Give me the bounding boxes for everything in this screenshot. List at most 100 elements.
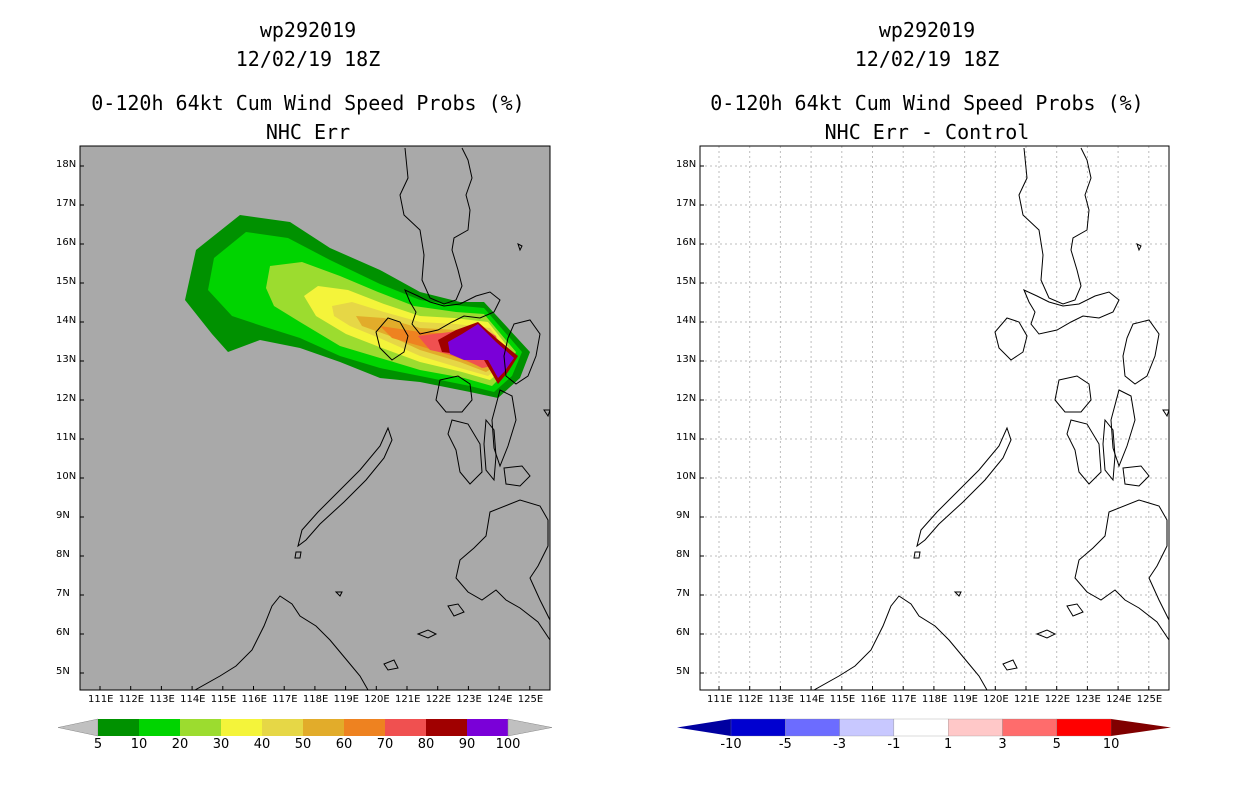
right-colorbar-swatch bbox=[785, 718, 840, 737]
left-lat-label: 6N bbox=[56, 627, 70, 638]
left-colorbar-swatch bbox=[385, 719, 426, 736]
right-lat-label: 7N bbox=[676, 588, 690, 599]
left-lon-label: 118E bbox=[302, 694, 329, 705]
left-colorbar-label: 5 bbox=[93, 737, 103, 752]
left-lat-label: 9N bbox=[56, 510, 70, 521]
left-lon-label: 125E bbox=[517, 694, 544, 705]
left-colorbar-label: 70 bbox=[376, 737, 394, 752]
left-lat-label: 18N bbox=[56, 159, 77, 170]
left-lon-label: 124E bbox=[487, 694, 513, 705]
right-colorbar-swatch bbox=[839, 718, 895, 737]
left-lat-label: 8N bbox=[56, 549, 70, 560]
right-colorbar bbox=[677, 718, 1171, 737]
right-colorbar-label: -5 bbox=[778, 737, 792, 752]
right-lat-label: 15N bbox=[676, 276, 697, 287]
left-lon-label: 117E bbox=[272, 694, 298, 705]
left-lon-label: 112E bbox=[118, 694, 145, 705]
left-lat-label: 7N bbox=[56, 588, 70, 599]
right-title-datetime: 12/02/19 18Z bbox=[854, 47, 1000, 71]
right-lon-label: 121E bbox=[1014, 694, 1040, 705]
left-lat-label: 15N bbox=[56, 276, 77, 287]
left-lon-label: 115E bbox=[210, 694, 237, 705]
right-colorbar-label: -10 bbox=[720, 737, 742, 752]
left-lon-label: 113E bbox=[149, 694, 175, 705]
right-title-subtitle: NHC Err - Control bbox=[824, 120, 1030, 144]
left-colorbar-label: 90 bbox=[458, 737, 476, 752]
left-colorbar-low-arrow bbox=[57, 718, 99, 737]
left-colorbar-swatch bbox=[344, 719, 385, 736]
left-lat-label: 13N bbox=[56, 354, 77, 365]
right-lat-label: 9N bbox=[676, 510, 690, 521]
left-colorbar-swatch bbox=[262, 719, 303, 736]
right-lat-label: 17N bbox=[676, 198, 697, 209]
left-lat-label: 17N bbox=[56, 198, 77, 209]
left-colorbar-label: 40 bbox=[253, 737, 271, 752]
right-lon-label: 113E bbox=[768, 694, 794, 705]
left-colorbar-swatch bbox=[303, 719, 344, 736]
right-lon-label: 124E bbox=[1106, 694, 1132, 705]
left-colorbar-swatch bbox=[98, 719, 139, 736]
left-lon-label: 120E bbox=[364, 694, 390, 705]
right-lon-label: 117E bbox=[891, 694, 917, 705]
left-lon-label: 123E bbox=[456, 694, 482, 705]
right-colorbar-label: 3 bbox=[998, 737, 1007, 752]
right-lon-label: 116E bbox=[860, 694, 886, 705]
right-lat-label: 8N bbox=[676, 549, 690, 560]
right-axis-ticks bbox=[700, 165, 1150, 690]
left-colorbar-high-arrow bbox=[507, 718, 553, 737]
left-colorbar-swatch bbox=[426, 719, 467, 736]
right-colorbar-swatch bbox=[730, 718, 786, 737]
right-colorbar-swatch bbox=[1056, 718, 1112, 737]
left-colorbar-label: 100 bbox=[495, 737, 521, 752]
left-colorbar-label: 80 bbox=[417, 737, 435, 752]
right-lat-label: 10N bbox=[676, 471, 697, 482]
right-title-product: 0-120h 64kt Cum Wind Speed Probs (%) bbox=[710, 91, 1144, 115]
right-lat-label: 18N bbox=[676, 159, 697, 170]
right-lon-label: 119E bbox=[952, 694, 978, 705]
right-colorbar-label: 10 bbox=[1102, 737, 1120, 752]
left-colorbar-label: 10 bbox=[130, 737, 148, 752]
left-colorbar bbox=[57, 718, 553, 737]
right-lat-label: 6N bbox=[676, 627, 690, 638]
left-title-subtitle: NHC Err bbox=[265, 120, 351, 144]
right-lon-label: 115E bbox=[829, 694, 856, 705]
right-lon-label: 123E bbox=[1075, 694, 1101, 705]
right-lon-label: 114E bbox=[799, 694, 825, 705]
left-title-product: 0-120h 64kt Cum Wind Speed Probs (%) bbox=[91, 91, 525, 115]
right-lon-label: 118E bbox=[921, 694, 948, 705]
right-colorbar-swatch bbox=[893, 718, 949, 737]
left-title-datetime: 12/02/19 18Z bbox=[235, 47, 381, 71]
right-lon-label: 120E bbox=[983, 694, 1009, 705]
left-lon-label: 121E bbox=[395, 694, 421, 705]
left-colorbar-label: 30 bbox=[212, 737, 230, 752]
right-colorbar-low-arrow bbox=[677, 719, 731, 736]
left-colorbar-swatch bbox=[467, 719, 508, 736]
right-lon-label: 122E bbox=[1044, 694, 1071, 705]
left-lat-label: 16N bbox=[56, 237, 77, 248]
right-colorbar-swatch bbox=[1002, 718, 1057, 737]
right-lat-label: 11N bbox=[676, 432, 697, 443]
left-lat-label: 5N bbox=[56, 666, 70, 677]
right-colorbar-label: 5 bbox=[1052, 737, 1061, 752]
left-lon-label: 119E bbox=[333, 694, 359, 705]
left-lat-label: 14N bbox=[56, 315, 77, 326]
left-lat-label: 11N bbox=[56, 432, 77, 443]
left-map-frame bbox=[79, 145, 551, 691]
right-lon-label: 112E bbox=[737, 694, 764, 705]
left-axis-ticks bbox=[80, 165, 531, 690]
left-colorbar-label: 20 bbox=[171, 737, 189, 752]
right-lon-label: 111E bbox=[707, 694, 733, 705]
right-lat-label: 5N bbox=[676, 666, 690, 677]
left-colorbar-label: 50 bbox=[294, 737, 312, 752]
right-colorbar-label: -3 bbox=[833, 737, 847, 752]
right-map-frame bbox=[699, 145, 1170, 691]
right-lat-label: 16N bbox=[676, 237, 697, 248]
left-colorbar-swatch bbox=[221, 719, 262, 736]
right-colorbar-swatch bbox=[948, 718, 1003, 737]
right-colorbar-label: 1 bbox=[944, 737, 953, 752]
right-lat-label: 12N bbox=[676, 393, 697, 404]
left-lon-label: 111E bbox=[88, 694, 114, 705]
left-colorbar-label: 60 bbox=[335, 737, 353, 752]
right-lat-label: 13N bbox=[676, 354, 697, 365]
